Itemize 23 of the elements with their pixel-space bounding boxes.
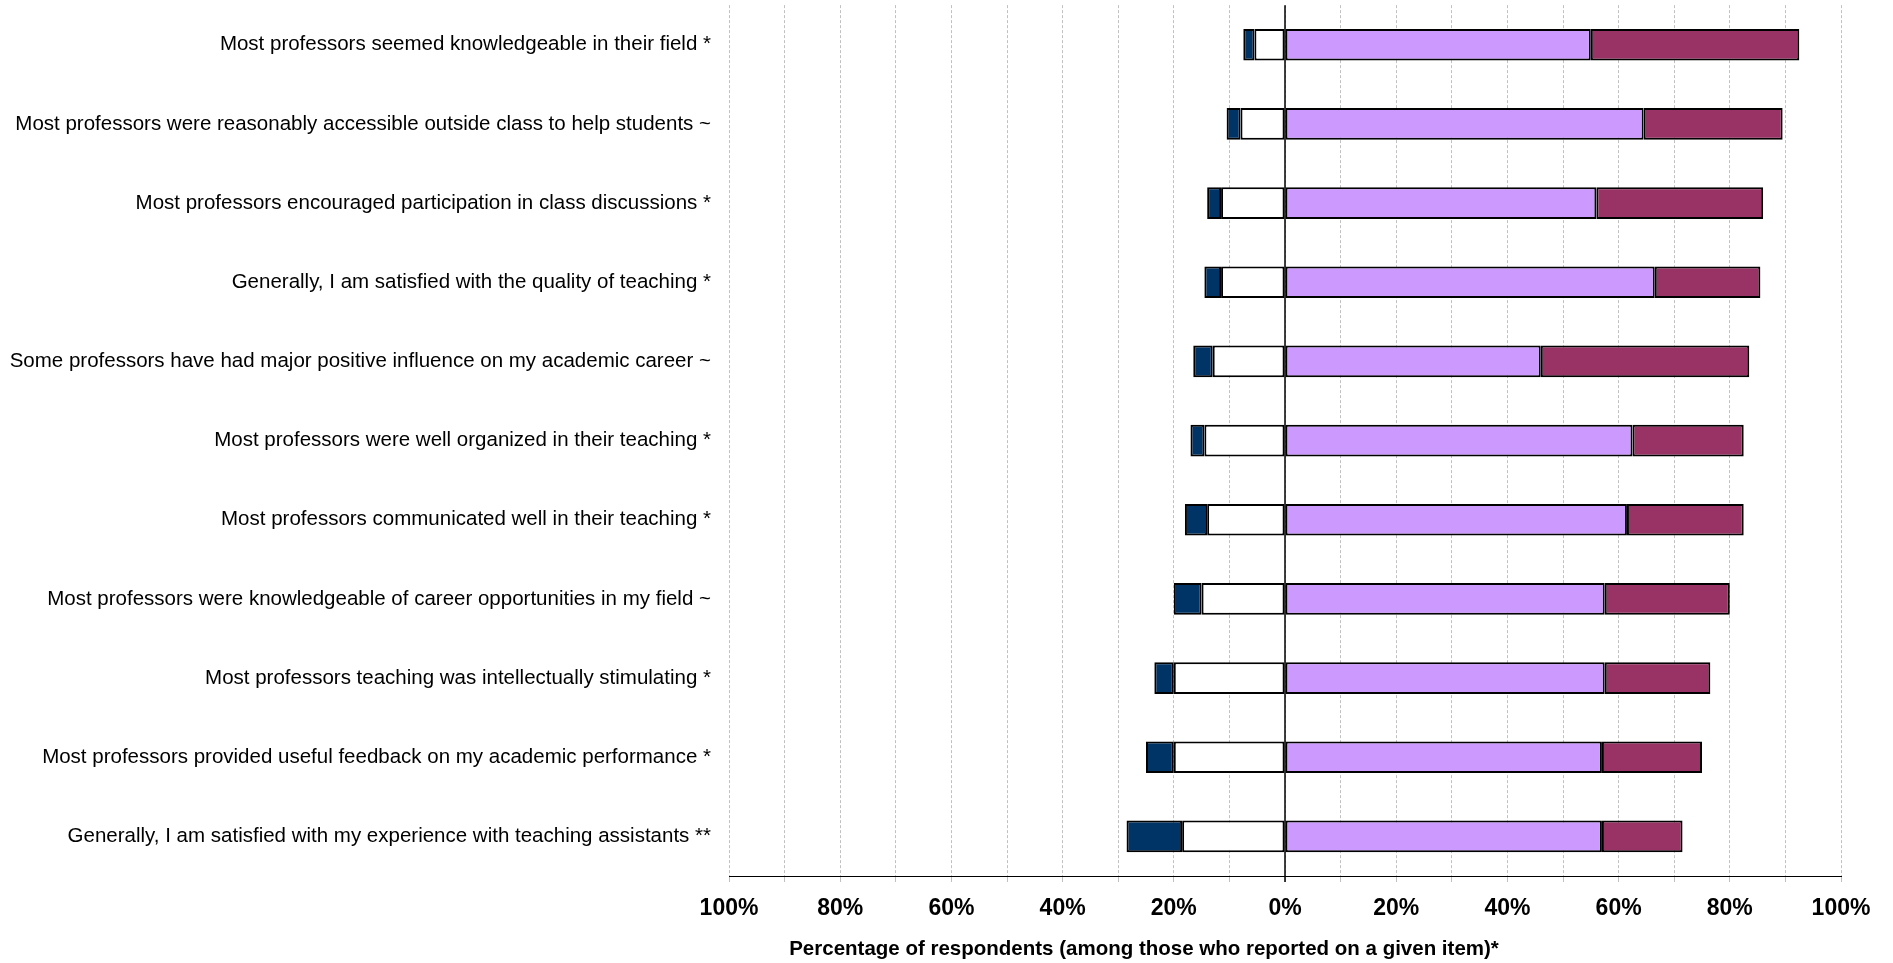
y-tick-label: Generally, I am satisfied with my experience with teaching assistants **	[67, 823, 712, 847]
x-tick-label: 100%	[699, 894, 759, 921]
x-tick-label: 20%	[1373, 894, 1420, 921]
y-tick-label: Generally, I am satisfied with the quality of teaching *	[231, 268, 712, 292]
y-tick-label: Some professors have had major positive influence on my academic career ~	[9, 348, 712, 372]
x-tick-label: 20%	[1150, 894, 1197, 921]
x-axis-title: Percentage of respondents (among those who reported on a given item)*	[789, 935, 1499, 959]
y-tick-label: Most professors encouraged participation in class discussions *	[135, 189, 712, 213]
y-tick-label: Most professors teaching was intellectually stimulating *	[205, 664, 712, 688]
y-tick-label: Most professors were reasonably accessible outside class to help students ~	[15, 110, 712, 134]
y-tick-label: Most professors communicated well in their teaching *	[221, 506, 712, 530]
x-tick-label: 0%	[1268, 894, 1302, 921]
x-tick-label: 80%	[1706, 894, 1753, 921]
x-tick-label: 40%	[1039, 894, 1086, 921]
x-tick-label: 80%	[817, 894, 864, 921]
x-tick-label: 100%	[1811, 894, 1871, 921]
y-tick-label: Most professors were well organized in their teaching *	[214, 427, 712, 451]
x-tick-label: 40%	[1484, 894, 1531, 921]
y-tick-label: Most professors provided useful feedback on my academic performance *	[42, 743, 712, 767]
y-tick-label: Most professors were knowledgeable of career opportunities in my field ~	[47, 585, 712, 609]
y-tick-label: Most professors seemed knowledgeable in their field *	[219, 31, 712, 55]
x-tick-label: 60%	[928, 894, 975, 921]
x-tick-label: 60%	[1595, 894, 1642, 921]
